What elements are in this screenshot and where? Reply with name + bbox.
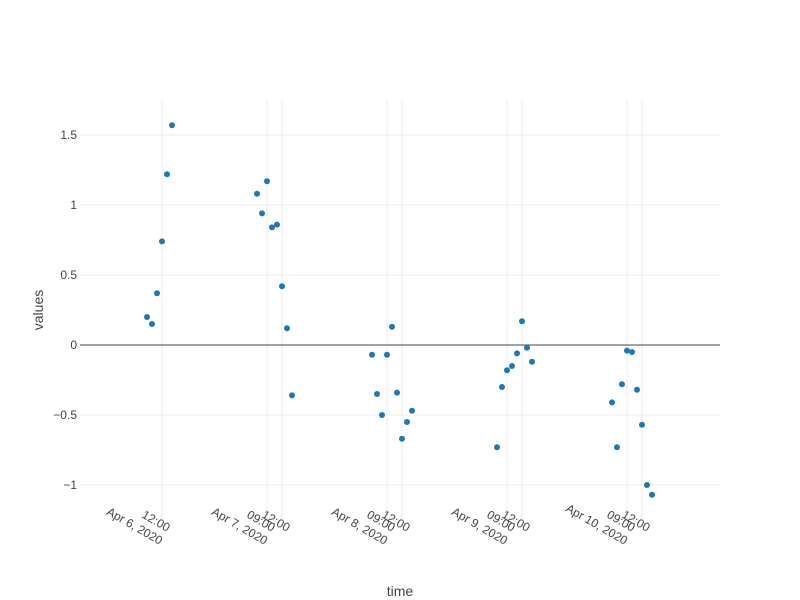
y-tick-label: −0.5 [53, 408, 77, 422]
data-point[interactable] [159, 238, 165, 245]
data-point[interactable] [169, 122, 175, 129]
y-axis-ticks: −1 −0.5 0 0.5 1 1.5 [53, 128, 77, 492]
data-point[interactable] [269, 224, 275, 231]
data-point[interactable] [494, 444, 500, 451]
y-tick-label: 0.5 [60, 268, 77, 282]
data-point[interactable] [379, 412, 385, 418]
data-point[interactable] [369, 351, 375, 358]
y-tick-label: 1.5 [60, 128, 77, 142]
y-axis-title: values [30, 290, 46, 330]
data-point[interactable] [404, 419, 410, 425]
points-layer [144, 122, 655, 498]
data-point[interactable] [154, 290, 160, 297]
data-point[interactable] [274, 221, 280, 228]
data-point[interactable] [164, 171, 170, 178]
data-point[interactable] [389, 323, 395, 330]
data-point[interactable] [384, 351, 390, 358]
data-point[interactable] [624, 347, 630, 354]
data-point[interactable] [524, 344, 530, 351]
data-point[interactable] [394, 389, 400, 396]
y-tick-label: 0 [70, 338, 77, 352]
data-point[interactable] [399, 435, 405, 442]
data-point[interactable] [609, 399, 615, 406]
data-point[interactable] [254, 190, 260, 197]
data-point[interactable] [529, 358, 535, 365]
data-point[interactable] [634, 386, 640, 393]
data-point[interactable] [144, 314, 150, 320]
data-point[interactable] [509, 363, 515, 369]
data-point[interactable] [644, 482, 650, 488]
x-axis-title: time [387, 583, 414, 599]
data-point[interactable] [619, 381, 625, 388]
data-point[interactable] [519, 318, 525, 325]
data-point[interactable] [149, 321, 155, 327]
data-point[interactable] [499, 384, 505, 390]
y-tick-label: −1 [63, 478, 77, 492]
grid-layer [80, 100, 720, 520]
data-point[interactable] [504, 367, 510, 374]
data-point[interactable] [259, 210, 265, 217]
y-tick-label: 1 [70, 198, 77, 212]
data-point[interactable] [639, 421, 645, 428]
data-point[interactable] [289, 392, 295, 399]
data-point[interactable] [629, 349, 635, 355]
data-point[interactable] [284, 325, 290, 332]
data-point[interactable] [409, 407, 415, 414]
data-point[interactable] [614, 444, 620, 451]
data-point[interactable] [514, 350, 520, 357]
data-point[interactable] [649, 491, 655, 498]
data-point[interactable] [374, 391, 380, 397]
data-point[interactable] [279, 283, 285, 290]
data-point[interactable] [264, 178, 270, 185]
